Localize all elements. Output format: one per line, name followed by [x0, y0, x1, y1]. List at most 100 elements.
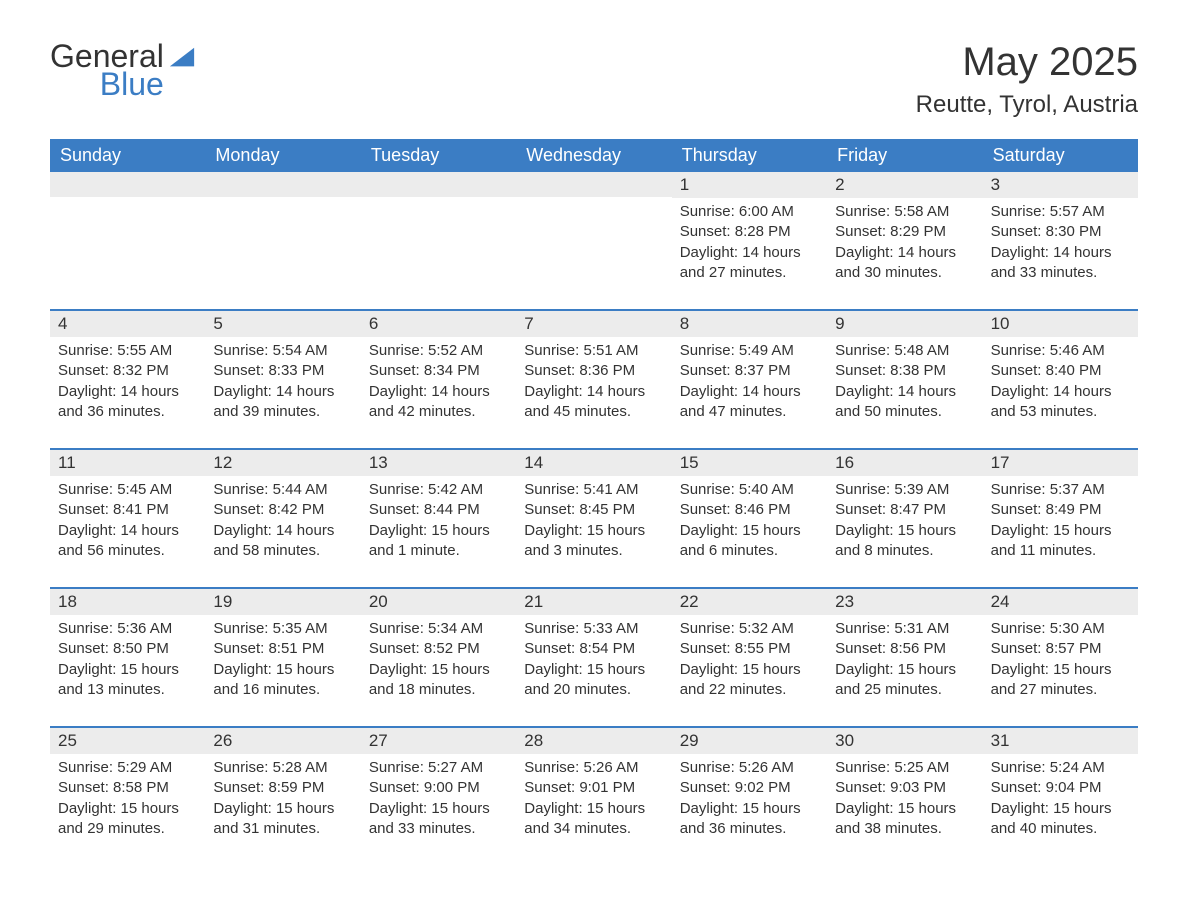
sunrise-line: Sunrise: 5:55 AM: [58, 341, 197, 361]
daylight-line: Daylight: 15 hours and 1 minute.: [369, 521, 508, 562]
daylight-line: Daylight: 15 hours and 16 minutes.: [213, 660, 352, 701]
logo: General Blue: [50, 40, 196, 100]
day-number: 2: [827, 172, 982, 198]
sunset-line: Sunset: 8:45 PM: [524, 500, 663, 520]
sunset-line: Sunset: 8:52 PM: [369, 639, 508, 659]
day-number: 19: [205, 589, 360, 615]
daylight-line: Daylight: 15 hours and 11 minutes.: [991, 521, 1130, 562]
sunrise-line: Sunrise: 5:24 AM: [991, 758, 1130, 778]
calendar-empty-day: [361, 172, 516, 287]
day-details: Sunrise: 5:54 AMSunset: 8:33 PMDaylight:…: [205, 337, 360, 422]
calendar-day: 16Sunrise: 5:39 AMSunset: 8:47 PMDayligh…: [827, 450, 982, 565]
calendar-day: 20Sunrise: 5:34 AMSunset: 8:52 PMDayligh…: [361, 589, 516, 704]
calendar-day: 14Sunrise: 5:41 AMSunset: 8:45 PMDayligh…: [516, 450, 671, 565]
daylight-line: Daylight: 15 hours and 36 minutes.: [680, 799, 819, 840]
daylight-line: Daylight: 15 hours and 34 minutes.: [524, 799, 663, 840]
sunset-line: Sunset: 9:02 PM: [680, 778, 819, 798]
daylight-line: Daylight: 14 hours and 27 minutes.: [680, 243, 819, 284]
sunrise-line: Sunrise: 5:37 AM: [991, 480, 1130, 500]
day-details: Sunrise: 5:40 AMSunset: 8:46 PMDaylight:…: [672, 476, 827, 561]
daylight-line: Daylight: 15 hours and 25 minutes.: [835, 660, 974, 701]
day-details: Sunrise: 5:37 AMSunset: 8:49 PMDaylight:…: [983, 476, 1138, 561]
sunset-line: Sunset: 8:41 PM: [58, 500, 197, 520]
sunrise-line: Sunrise: 5:30 AM: [991, 619, 1130, 639]
logo-triangle-icon: [168, 44, 196, 72]
calendar-week: 25Sunrise: 5:29 AMSunset: 8:58 PMDayligh…: [50, 726, 1138, 843]
daylight-line: Daylight: 14 hours and 36 minutes.: [58, 382, 197, 423]
day-details: [361, 197, 516, 201]
day-number: 12: [205, 450, 360, 476]
day-number: 1: [672, 172, 827, 198]
sunset-line: Sunset: 8:32 PM: [58, 361, 197, 381]
day-details: Sunrise: 5:36 AMSunset: 8:50 PMDaylight:…: [50, 615, 205, 700]
day-number: 9: [827, 311, 982, 337]
day-number: 10: [983, 311, 1138, 337]
day-number: 5: [205, 311, 360, 337]
sunset-line: Sunset: 8:33 PM: [213, 361, 352, 381]
day-number: [205, 172, 360, 197]
sunrise-line: Sunrise: 5:33 AM: [524, 619, 663, 639]
sunset-line: Sunset: 8:34 PM: [369, 361, 508, 381]
calendar-week: 4Sunrise: 5:55 AMSunset: 8:32 PMDaylight…: [50, 309, 1138, 426]
day-details: Sunrise: 5:30 AMSunset: 8:57 PMDaylight:…: [983, 615, 1138, 700]
sunset-line: Sunset: 8:54 PM: [524, 639, 663, 659]
day-details: Sunrise: 5:42 AMSunset: 8:44 PMDaylight:…: [361, 476, 516, 561]
daylight-line: Daylight: 14 hours and 53 minutes.: [991, 382, 1130, 423]
sunrise-line: Sunrise: 5:54 AM: [213, 341, 352, 361]
sunrise-line: Sunrise: 5:28 AM: [213, 758, 352, 778]
calendar-day: 21Sunrise: 5:33 AMSunset: 8:54 PMDayligh…: [516, 589, 671, 704]
sunrise-line: Sunrise: 5:48 AM: [835, 341, 974, 361]
day-number: 24: [983, 589, 1138, 615]
document-header: General Blue May 2025 Reutte, Tyrol, Aus…: [50, 40, 1138, 119]
day-details: Sunrise: 5:44 AMSunset: 8:42 PMDaylight:…: [205, 476, 360, 561]
daylight-line: Daylight: 15 hours and 6 minutes.: [680, 521, 819, 562]
day-details: Sunrise: 5:26 AMSunset: 9:02 PMDaylight:…: [672, 754, 827, 839]
sunset-line: Sunset: 8:51 PM: [213, 639, 352, 659]
sunset-line: Sunset: 8:49 PM: [991, 500, 1130, 520]
day-details: Sunrise: 5:46 AMSunset: 8:40 PMDaylight:…: [983, 337, 1138, 422]
sunrise-line: Sunrise: 5:45 AM: [58, 480, 197, 500]
daylight-line: Daylight: 15 hours and 3 minutes.: [524, 521, 663, 562]
weekday-header: Thursday: [672, 139, 827, 172]
calendar-table: SundayMondayTuesdayWednesdayThursdayFrid…: [50, 139, 1138, 843]
day-number: 25: [50, 728, 205, 754]
sunset-line: Sunset: 8:58 PM: [58, 778, 197, 798]
day-details: Sunrise: 5:27 AMSunset: 9:00 PMDaylight:…: [361, 754, 516, 839]
title-block: May 2025 Reutte, Tyrol, Austria: [916, 40, 1138, 119]
weekday-header: Friday: [827, 139, 982, 172]
daylight-line: Daylight: 15 hours and 22 minutes.: [680, 660, 819, 701]
sunset-line: Sunset: 9:04 PM: [991, 778, 1130, 798]
day-number: 4: [50, 311, 205, 337]
day-details: [205, 197, 360, 201]
day-number: 31: [983, 728, 1138, 754]
day-details: Sunrise: 5:57 AMSunset: 8:30 PMDaylight:…: [983, 198, 1138, 283]
day-number: 3: [983, 172, 1138, 198]
day-number: 29: [672, 728, 827, 754]
daylight-line: Daylight: 15 hours and 8 minutes.: [835, 521, 974, 562]
sunset-line: Sunset: 8:36 PM: [524, 361, 663, 381]
sunset-line: Sunset: 8:42 PM: [213, 500, 352, 520]
calendar-day: 3Sunrise: 5:57 AMSunset: 8:30 PMDaylight…: [983, 172, 1138, 287]
day-details: Sunrise: 5:52 AMSunset: 8:34 PMDaylight:…: [361, 337, 516, 422]
sunset-line: Sunset: 8:37 PM: [680, 361, 819, 381]
weeks-container: 1Sunrise: 6:00 AMSunset: 8:28 PMDaylight…: [50, 172, 1138, 843]
day-details: Sunrise: 5:45 AMSunset: 8:41 PMDaylight:…: [50, 476, 205, 561]
day-details: Sunrise: 5:28 AMSunset: 8:59 PMDaylight:…: [205, 754, 360, 839]
logo-text: General Blue: [50, 40, 164, 100]
day-number: 26: [205, 728, 360, 754]
sunrise-line: Sunrise: 5:52 AM: [369, 341, 508, 361]
sunrise-line: Sunrise: 5:27 AM: [369, 758, 508, 778]
day-details: Sunrise: 5:29 AMSunset: 8:58 PMDaylight:…: [50, 754, 205, 839]
sunrise-line: Sunrise: 5:39 AM: [835, 480, 974, 500]
day-number: 30: [827, 728, 982, 754]
day-details: Sunrise: 5:32 AMSunset: 8:55 PMDaylight:…: [672, 615, 827, 700]
sunset-line: Sunset: 8:44 PM: [369, 500, 508, 520]
sunset-line: Sunset: 9:03 PM: [835, 778, 974, 798]
sunrise-line: Sunrise: 5:35 AM: [213, 619, 352, 639]
calendar-day: 25Sunrise: 5:29 AMSunset: 8:58 PMDayligh…: [50, 728, 205, 843]
sunrise-line: Sunrise: 5:36 AM: [58, 619, 197, 639]
day-details: Sunrise: 5:41 AMSunset: 8:45 PMDaylight:…: [516, 476, 671, 561]
daylight-line: Daylight: 14 hours and 42 minutes.: [369, 382, 508, 423]
daylight-line: Daylight: 14 hours and 39 minutes.: [213, 382, 352, 423]
sunset-line: Sunset: 9:00 PM: [369, 778, 508, 798]
